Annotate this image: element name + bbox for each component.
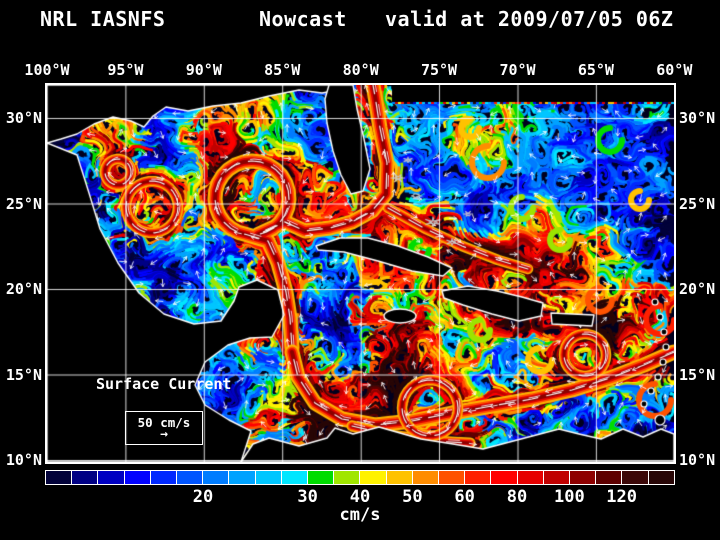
colorbar-cell <box>517 471 544 484</box>
colorbar-tick: 80 <box>506 487 528 507</box>
colorbar-cell <box>281 471 309 484</box>
scale-box: 50 cm/s → <box>125 411 203 445</box>
colorbar-tick: 120 <box>606 487 638 507</box>
colorbar-cell <box>177 471 204 484</box>
legend-title: Surface Current <box>96 375 232 393</box>
colorbar-tick: 100 <box>553 487 585 507</box>
lon-label: 75°W <box>420 61 458 79</box>
colorbar-cell <box>229 471 256 484</box>
colorbar-cell <box>255 471 282 484</box>
colorbar-cell <box>622 471 649 484</box>
model-title: NRL IASNFS <box>40 7 166 31</box>
lon-label: 80°W <box>342 61 379 79</box>
colorbar-cell <box>465 471 492 484</box>
product-title: Nowcast <box>259 7 347 31</box>
colorbar-cell <box>334 471 361 484</box>
lat-label: 10°N <box>5 451 42 469</box>
lon-label: 60°W <box>656 61 693 79</box>
colorbar-cell <box>360 471 387 484</box>
lat-label: 25°N <box>679 194 716 213</box>
lat-label: 25°N <box>5 194 42 213</box>
lon-label: 70°W <box>499 61 536 79</box>
lat-label: 20°N <box>679 280 716 298</box>
colorbar-tick: 20 <box>192 487 214 507</box>
lon-label: 95°W <box>107 61 144 79</box>
lat-label: 20°N <box>5 280 42 298</box>
current-speed-map <box>47 85 674 462</box>
scale-value: 50 cm/s <box>137 415 191 430</box>
colorbar <box>45 470 675 485</box>
colorbar-cell <box>386 471 413 484</box>
colorbar-tick: 60 <box>454 487 475 507</box>
lat-label: 30°N <box>679 109 716 127</box>
colorbar-cell <box>124 471 151 484</box>
colorbar-cell <box>439 471 466 484</box>
lon-label: 90°W <box>185 61 222 79</box>
colorbar-cell <box>596 471 623 484</box>
lat-label: 15°N <box>5 365 42 384</box>
colorbar-cell <box>203 471 230 484</box>
lat-label: 10°N <box>679 451 716 469</box>
colorbar-tick: 50 <box>402 487 423 507</box>
lon-label: 100°W <box>24 61 70 79</box>
colorbar-tick: 40 <box>349 487 371 507</box>
colorbar-cell <box>543 471 571 484</box>
colorbar-cell <box>570 471 597 484</box>
colorbar-cell <box>98 471 125 484</box>
colorbar-tick: 30 <box>297 487 318 507</box>
lon-label: 85°W <box>264 61 301 79</box>
valid-time: valid at 2009/07/05 06Z <box>385 7 674 31</box>
scale-arrow-icon: → <box>160 427 168 442</box>
colorbar-cell <box>308 471 335 484</box>
colorbar-cell <box>491 471 518 484</box>
lat-label: 30°N <box>5 109 42 127</box>
colorbar-cell <box>46 471 73 484</box>
lon-label: 65°W <box>577 61 614 79</box>
colorbar-units: cm/s <box>339 505 381 525</box>
colorbar-cell <box>648 471 674 484</box>
colorbar-cell <box>150 471 178 484</box>
colorbar-cell <box>72 471 99 484</box>
lat-label: 15°N <box>679 365 716 384</box>
colorbar-cell <box>412 471 440 484</box>
